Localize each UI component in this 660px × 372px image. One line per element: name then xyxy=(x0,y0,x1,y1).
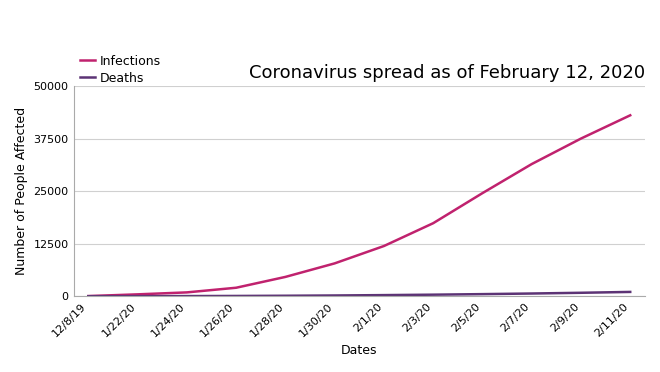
Deaths xyxy=(577,291,585,295)
Infections xyxy=(626,113,634,118)
Line: Infections: Infections xyxy=(88,115,630,296)
Infections xyxy=(84,294,92,298)
Deaths xyxy=(183,294,191,298)
Deaths xyxy=(429,292,437,297)
Deaths xyxy=(232,294,240,298)
Infections xyxy=(133,292,141,296)
Infections xyxy=(478,191,486,195)
Infections xyxy=(281,275,289,279)
Infections xyxy=(380,244,388,248)
Infections xyxy=(429,221,437,225)
Infections xyxy=(232,286,240,290)
Deaths xyxy=(478,292,486,296)
Deaths xyxy=(281,294,289,298)
Deaths xyxy=(626,290,634,294)
Deaths xyxy=(133,294,141,298)
Deaths xyxy=(84,294,92,298)
Infections xyxy=(183,290,191,295)
Legend: Infections, Deaths: Infections, Deaths xyxy=(80,55,161,84)
Deaths xyxy=(380,293,388,297)
Y-axis label: Number of People Affected: Number of People Affected xyxy=(15,107,28,275)
X-axis label: Dates: Dates xyxy=(341,344,378,357)
Deaths xyxy=(528,291,536,296)
Text: Coronavirus spread as of February 12, 2020: Coronavirus spread as of February 12, 20… xyxy=(249,64,645,82)
Infections xyxy=(528,162,536,166)
Deaths xyxy=(331,293,339,298)
Line: Deaths: Deaths xyxy=(88,292,630,296)
Infections xyxy=(577,136,585,141)
Infections xyxy=(331,261,339,266)
